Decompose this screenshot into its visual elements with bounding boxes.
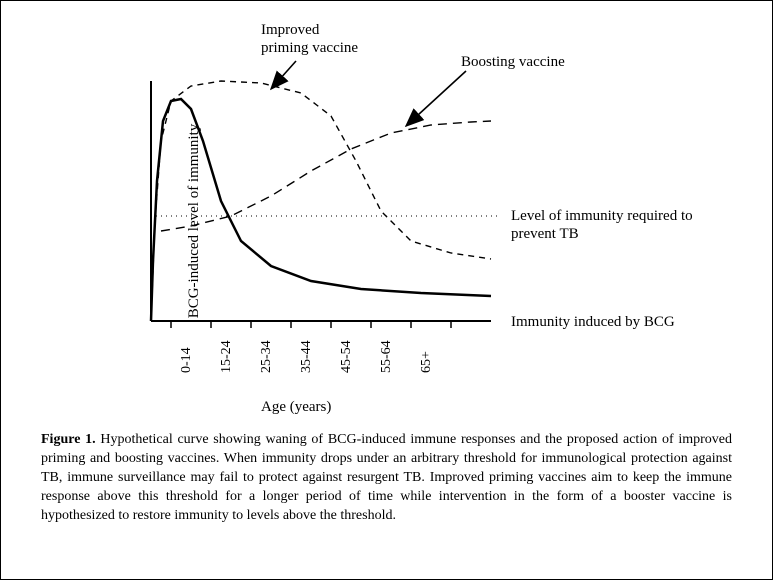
caption-figure-label: Figure 1. bbox=[41, 432, 96, 447]
series-boosting bbox=[161, 121, 491, 231]
figure-caption: Figure 1. Hypothetical curve showing wan… bbox=[41, 431, 732, 525]
xtick-0: 0-14 bbox=[179, 347, 195, 373]
xtick-4: 45-54 bbox=[339, 340, 355, 373]
xtick-6: 65+ bbox=[419, 351, 435, 373]
chart-svg bbox=[71, 21, 704, 381]
arrow-boosting bbox=[406, 71, 466, 126]
xtick-1: 15-24 bbox=[219, 340, 235, 373]
xtick-2: 25-34 bbox=[259, 340, 275, 373]
chart-area: BCG-induced level of immunity Improvedpr… bbox=[71, 21, 704, 401]
caption-text: Hypothetical curve showing waning of BCG… bbox=[41, 432, 732, 523]
x-ticks bbox=[171, 321, 451, 328]
figure-container: BCG-induced level of immunity Improvedpr… bbox=[0, 0, 773, 580]
x-axis-label: Age (years) bbox=[261, 399, 331, 416]
series-priming bbox=[151, 81, 491, 321]
xtick-3: 35-44 bbox=[299, 340, 315, 373]
xtick-5: 55-64 bbox=[379, 340, 395, 373]
series-bcg bbox=[151, 99, 491, 321]
arrow-priming bbox=[271, 61, 296, 89]
